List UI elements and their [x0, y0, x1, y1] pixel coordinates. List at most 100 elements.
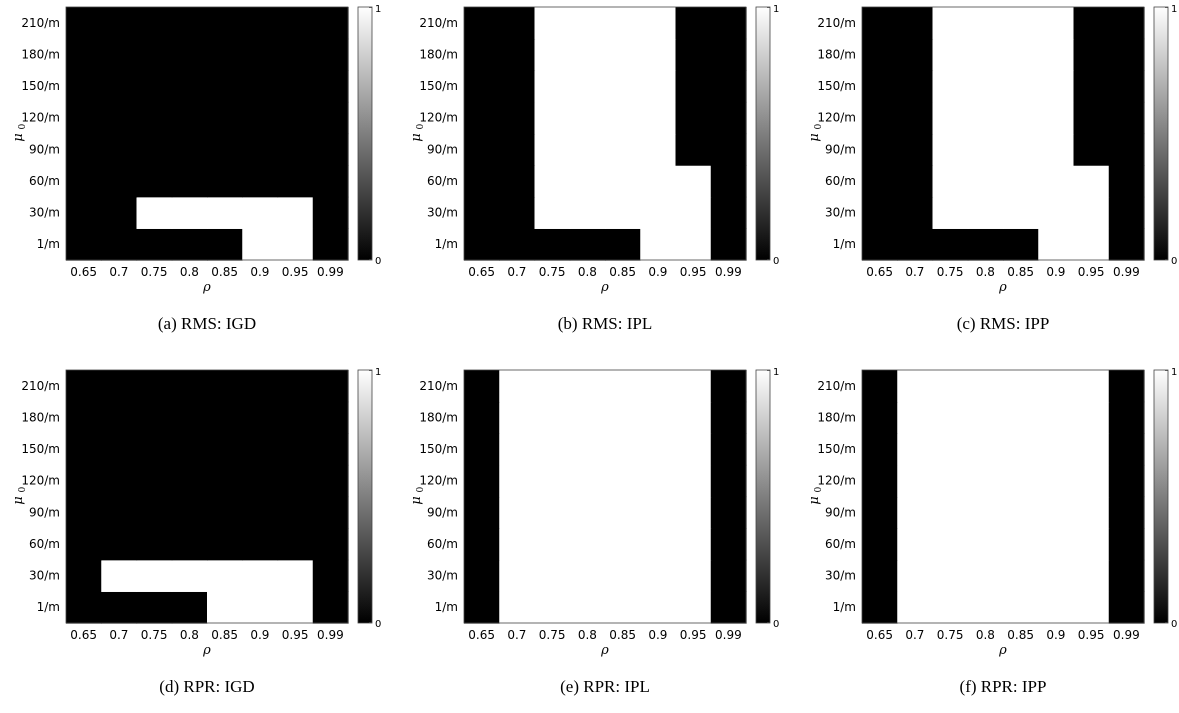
heatmap-cell: [932, 464, 969, 498]
colorbar-max-label: 1: [773, 367, 779, 378]
heatmap-cell: [605, 433, 641, 466]
heatmap-cell: [277, 433, 314, 466]
heatmap-cell: [932, 196, 969, 229]
heatmap-cell: [967, 433, 1004, 466]
heatmap-cell: [499, 591, 536, 624]
heatmap-cell: [242, 433, 279, 466]
heatmap-cell: [605, 7, 641, 40]
x-tick-label: 0.65: [70, 265, 97, 279]
heatmap-cell: [675, 591, 712, 624]
heatmap-cell: [207, 401, 243, 434]
heatmap-cell: [464, 591, 500, 624]
heatmap-cell: [675, 101, 712, 135]
heatmap-cell: [897, 559, 934, 592]
heatmap-cell: [862, 7, 898, 40]
heatmap-cell: [1108, 7, 1145, 40]
x-tick-label: 0.99: [1113, 265, 1140, 279]
heatmap-cell: [464, 528, 500, 561]
heatmap-cell: [207, 464, 243, 498]
y-tick-label: 210/m: [817, 16, 856, 30]
heatmap-cell: [605, 228, 641, 261]
x-tick-label: 0.65: [468, 265, 495, 279]
heatmap-cell: [66, 591, 102, 624]
y-axis-label-main: μ: [11, 133, 26, 141]
y-axis-label-main: μ: [11, 496, 26, 504]
heatmap-cell: [605, 401, 641, 434]
y-tick-label: 90/m: [29, 142, 60, 156]
subfigure-caption: (a) RMS: IGD: [158, 314, 256, 333]
heatmap-cell: [897, 464, 934, 498]
heatmap-cell: [242, 7, 279, 40]
x-tick-label: 0.85: [609, 628, 636, 642]
heatmap-cell: [312, 165, 349, 198]
heatmap-cell: [897, 7, 934, 40]
heatmap-cell: [207, 370, 243, 403]
heatmap-cell: [534, 401, 571, 434]
heatmap-cell: [1038, 370, 1075, 403]
heatmap-cell: [464, 165, 500, 198]
heatmap-cell: [242, 464, 279, 498]
heatmap-cell: [1003, 38, 1039, 71]
colorbar-min-label: 0: [1171, 256, 1177, 267]
x-tick-label: 0.8: [976, 265, 995, 279]
heatmap-cell: [464, 228, 500, 261]
heatmap-cell: [675, 133, 712, 166]
y-tick-label: 120/m: [419, 111, 458, 125]
heatmap-cell: [464, 101, 500, 135]
heatmap-cell: [862, 370, 898, 403]
colorbar-min-label: 0: [773, 256, 779, 267]
heatmap-cell: [499, 496, 536, 529]
heatmap-cell: [66, 70, 102, 103]
heatmap-cell: [464, 370, 500, 403]
heatmap-cell: [569, 196, 606, 229]
heatmap-cell: [207, 433, 243, 466]
heatmap-cell: [710, 559, 747, 592]
heatmap-cell: [499, 228, 536, 261]
heatmap-cell: [1108, 528, 1145, 561]
heatmap-cell: [66, 528, 102, 561]
heatmap-cell: [967, 7, 1004, 40]
heatmap-cell: [136, 133, 173, 166]
y-tick-label: 1/m: [833, 600, 856, 614]
y-tick-label: 150/m: [21, 442, 60, 456]
heatmap-cell: [101, 528, 138, 561]
plot-area-frame: [861, 369, 1145, 624]
heatmap-cell: [897, 196, 934, 229]
heatmap-cell: [242, 101, 279, 135]
heatmap-cell: [932, 165, 969, 198]
heatmap-cell: [136, 7, 173, 40]
heatmap-cell: [1073, 401, 1110, 434]
heatmap-cell: [675, 496, 712, 529]
x-tick-label: 0.7: [507, 265, 526, 279]
y-axis-label: μ0: [11, 487, 28, 505]
heatmap-cell: [242, 496, 279, 529]
heatmap-cell: [136, 559, 173, 592]
colorbar-min-label: 0: [375, 619, 381, 630]
subfigure-caption: (b) RMS: IPL: [558, 314, 652, 333]
heatmap-cell: [242, 38, 279, 71]
colorbar: [1153, 6, 1169, 261]
heatmap-panel-0: 0.65 0.7 0.75 0.8 0.85 0.9 0.95 0.99 1/m 30/m 60/m…: [11, 4, 381, 333]
heatmap-cell: [675, 401, 712, 434]
heatmap-cell: [101, 7, 138, 40]
x-tick-label: 0.9: [1046, 265, 1065, 279]
heatmap-cell: [862, 38, 898, 71]
heatmap-cell: [1038, 559, 1075, 592]
heatmap-cell: [464, 464, 500, 498]
heatmap-cell: [640, 165, 677, 198]
y-tick-label: 180/m: [419, 410, 458, 424]
heatmap-cell: [534, 165, 571, 198]
heatmap-cell: [207, 591, 243, 624]
heatmap-cell: [932, 70, 969, 103]
heatmap-cell: [1003, 559, 1039, 592]
heatmap-cell: [207, 559, 243, 592]
heatmap-cell: [1038, 165, 1075, 198]
heatmap-cell: [897, 401, 934, 434]
heatmap-cell: [534, 38, 571, 71]
heatmap-cell: [66, 464, 102, 498]
heatmap-cell: [499, 401, 536, 434]
heatmap-cell: [1073, 559, 1110, 592]
heatmap-cell: [101, 38, 138, 71]
heatmap-cell: [171, 70, 208, 103]
x-tick-label: 0.85: [1007, 265, 1034, 279]
